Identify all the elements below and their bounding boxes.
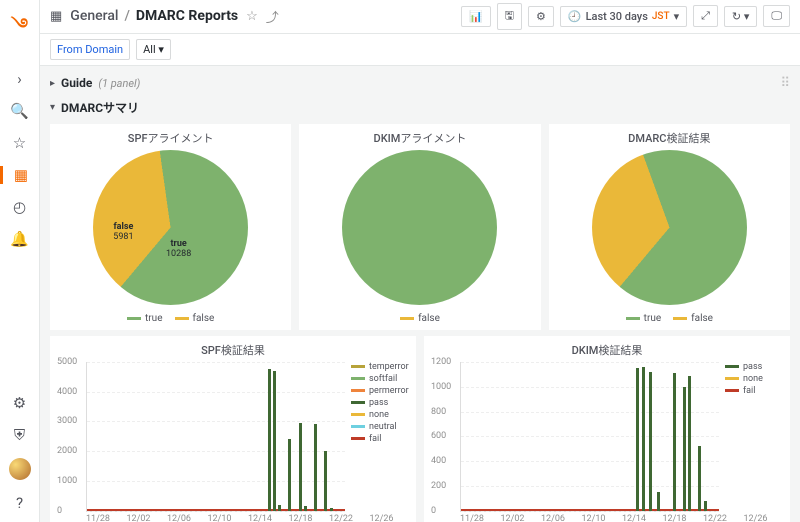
bar-chart[interactable]: 010002000300040005000	[86, 362, 345, 512]
help-icon[interactable]: ?	[16, 494, 23, 512]
panel-title: DMARC検証結果	[628, 130, 710, 146]
legend: truefalse	[127, 313, 214, 324]
star-icon[interactable]: ☆	[13, 134, 26, 152]
avatar[interactable]	[9, 458, 31, 480]
row-title: DMARCサマリ	[61, 99, 139, 116]
alert-icon[interactable]: 🔔	[10, 230, 29, 248]
dashboards-icon[interactable]: ▦	[0, 166, 39, 184]
drag-handle-icon[interactable]: ⠿	[780, 76, 790, 91]
dashboard-icon: ▦	[50, 9, 62, 24]
kiosk-button[interactable]: 🖵	[763, 5, 790, 27]
chevron-right-icon: ▸	[50, 78, 55, 89]
zoom-out-button[interactable]: ⤢	[693, 5, 718, 27]
refresh-button[interactable]: ↻ ▾	[724, 6, 757, 27]
panel-title: DKIM検証結果	[430, 342, 784, 358]
pie-chart[interactable]	[342, 150, 497, 305]
save-button[interactable]: 🖫	[497, 3, 522, 30]
chevron-down-icon: ▾	[50, 102, 55, 113]
time-picker[interactable]: 🕘 Last 30 days JST ▾	[560, 6, 687, 27]
topbar: ▦ General / DMARC Reports ☆ ⤴ 📊 🖫 ⚙ 🕘 La…	[40, 0, 800, 34]
share-icon[interactable]: ⤴	[266, 7, 279, 26]
page-title[interactable]: DMARC Reports	[136, 8, 238, 24]
add-panel-button[interactable]: 📊	[461, 6, 491, 27]
panel-dmarc-result: DMARC検証結果 truefalse	[549, 124, 790, 330]
row-title: Guide	[61, 76, 92, 90]
favorite-star-icon[interactable]: ☆	[246, 9, 258, 24]
breadcrumb-folder[interactable]: General	[70, 8, 118, 24]
slice-label-false: false5981	[113, 223, 133, 243]
slice-label-true: true10288	[166, 240, 191, 260]
row-guide[interactable]: ▸ Guide (1 panel) ⠿	[50, 72, 790, 95]
legend: truefalse	[626, 313, 713, 324]
row-summary[interactable]: ▾ DMARCサマリ	[50, 95, 790, 120]
panel-title: SPF検証結果	[56, 342, 410, 358]
nav-rail: ࿓ › 🔍 ☆ ▦ ◴ 🔔 ⚙ ⛨ ?	[0, 0, 40, 522]
panel-title: SPFアライメント	[128, 130, 214, 146]
x-axis: 11/2812/0212/0612/1012/1412/1812/2212/26	[430, 512, 784, 522]
gear-icon[interactable]: ⚙	[13, 394, 26, 412]
template-variables: From Domain All ▾	[40, 34, 800, 66]
grafana-logo[interactable]: ࿓	[11, 6, 28, 56]
x-axis: 11/2812/0212/0612/1012/1412/1812/2212/26	[56, 512, 410, 522]
var-from-domain-value[interactable]: All ▾	[136, 39, 171, 60]
search-icon[interactable]: 🔍	[10, 102, 29, 120]
settings-button[interactable]: ⚙	[528, 6, 554, 27]
panel-dkim-alignment: DKIMアライメント false	[299, 124, 540, 330]
legend: passnonefail	[719, 362, 784, 512]
pie-chart[interactable]: false5981 true10288	[93, 150, 248, 305]
bar-chart[interactable]: 020040060080010001200	[460, 362, 719, 512]
panel-title: DKIMアライメント	[374, 130, 467, 146]
chevron-right-icon[interactable]: ›	[17, 70, 22, 88]
breadcrumb[interactable]: General / DMARC Reports	[70, 8, 238, 24]
panel-dkim-result: DKIM検証結果 020040060080010001200 passnonef…	[424, 336, 790, 522]
var-from-domain-label: From Domain	[50, 39, 130, 60]
panel-spf-result: SPF検証結果 010002000300040005000 temperrors…	[50, 336, 416, 522]
legend: false	[400, 313, 440, 324]
row-meta: (1 panel)	[98, 77, 140, 90]
legend: temperrorsoftfailpermerrorpassnoneneutra…	[345, 362, 410, 512]
shield-icon[interactable]: ⛨	[14, 426, 25, 444]
panel-spf-alignment: SPFアライメント false5981 true10288 truefalse	[50, 124, 291, 330]
explore-icon[interactable]: ◴	[13, 198, 26, 216]
pie-chart[interactable]	[592, 150, 747, 305]
